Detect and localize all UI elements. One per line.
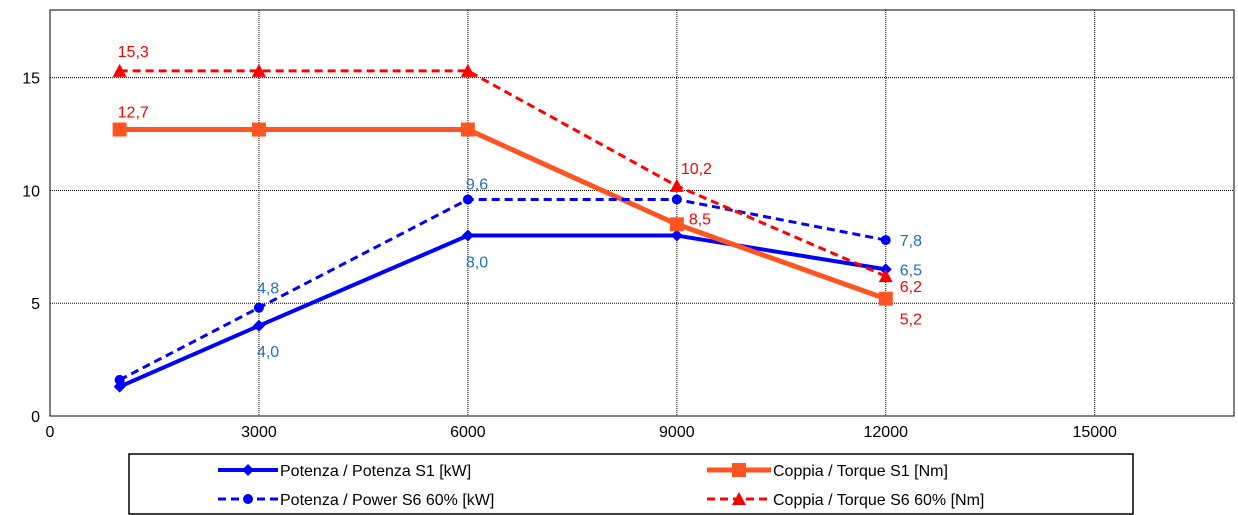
- tick-labels: 0 3000 6000 9000 12000 15000 0 5 10 15: [22, 71, 1117, 441]
- legend-label: Coppia / Torque S1 [Nm]: [773, 463, 948, 480]
- data-label: 7,8: [900, 233, 922, 250]
- square-marker: [460, 122, 475, 137]
- x-tick-label: 3000: [241, 424, 277, 441]
- series-2: [112, 122, 893, 306]
- diamond-marker: [252, 319, 265, 332]
- plot-area: [49, 9, 1235, 417]
- legend-label: Potenza / Potenza S1 [kW]: [280, 463, 471, 480]
- triangle-marker: [669, 178, 684, 192]
- x-tick-label: 12000: [864, 424, 909, 441]
- legend-item-4: Coppia / Torque S6 60% [Nm]: [707, 492, 984, 509]
- square-marker: [732, 463, 746, 477]
- data-label: 6,5: [900, 262, 922, 279]
- legend: Potenza / Potenza S1 [kW] Coppia / Torque…: [128, 453, 1134, 515]
- data-label: 10,2: [681, 161, 712, 178]
- data-label: 5,2: [900, 312, 922, 329]
- square-marker: [251, 122, 266, 137]
- circle-marker: [671, 194, 682, 205]
- square-marker: [669, 217, 684, 232]
- circle-marker: [253, 302, 264, 313]
- data-label: 15,3: [118, 44, 149, 61]
- triangle-marker: [460, 63, 475, 77]
- circle-marker: [114, 374, 125, 385]
- legend-box: [128, 453, 1134, 515]
- diamond-marker: [670, 229, 683, 242]
- data-label: 4,8: [257, 281, 279, 298]
- circle-marker: [462, 194, 473, 205]
- y-tick-label: 0: [31, 409, 40, 426]
- circle-marker: [880, 235, 891, 246]
- x-tick-label: 15000: [1072, 424, 1117, 441]
- y-tick-label: 15: [22, 71, 40, 88]
- x-tick-label: 9000: [659, 424, 695, 441]
- data-label: 6,2: [900, 279, 922, 296]
- triangle-marker: [251, 63, 266, 77]
- triangle-marker: [112, 63, 127, 77]
- data-label: 8,0: [466, 255, 488, 272]
- square-marker: [112, 122, 127, 137]
- triangle-marker: [732, 492, 746, 505]
- data-label: 12,7: [118, 105, 149, 122]
- data-labels: 4,0 8,0 6,5 12,7 8,5 5,2 4,8 9,6 7,8 15,3 10,2 6,2: [118, 44, 922, 361]
- series-1: [113, 229, 892, 393]
- legend-item-2: Coppia / Torque S1 [Nm]: [707, 463, 948, 480]
- series-3: [114, 194, 891, 385]
- series-line: [119, 69, 887, 278]
- legend-label: Coppia / Torque S6 60% [Nm]: [773, 492, 984, 509]
- x-tick-label: 0: [46, 424, 55, 441]
- grid: [49, 9, 1235, 417]
- triangle-marker: [878, 269, 893, 283]
- x-tick-label: 6000: [450, 424, 486, 441]
- data-label: 9,6: [466, 176, 488, 193]
- series-4: [112, 63, 893, 283]
- data-label: 4,0: [257, 344, 279, 361]
- diamond-marker: [461, 229, 474, 242]
- data-label: 8,5: [689, 211, 711, 228]
- y-tick-label: 5: [31, 296, 40, 313]
- series-layer: [112, 63, 893, 393]
- square-marker: [878, 291, 893, 306]
- series-line: [119, 127, 887, 302]
- y-tick-label: 10: [22, 183, 40, 200]
- legend-item-1: Potenza / Potenza S1 [kW]: [218, 463, 471, 480]
- legend-label: Potenza / Power S6 60% [kW]: [280, 492, 494, 509]
- diamond-marker: [242, 464, 254, 476]
- circle-marker: [243, 494, 253, 504]
- legend-item-3: Potenza / Power S6 60% [kW]: [218, 492, 494, 509]
